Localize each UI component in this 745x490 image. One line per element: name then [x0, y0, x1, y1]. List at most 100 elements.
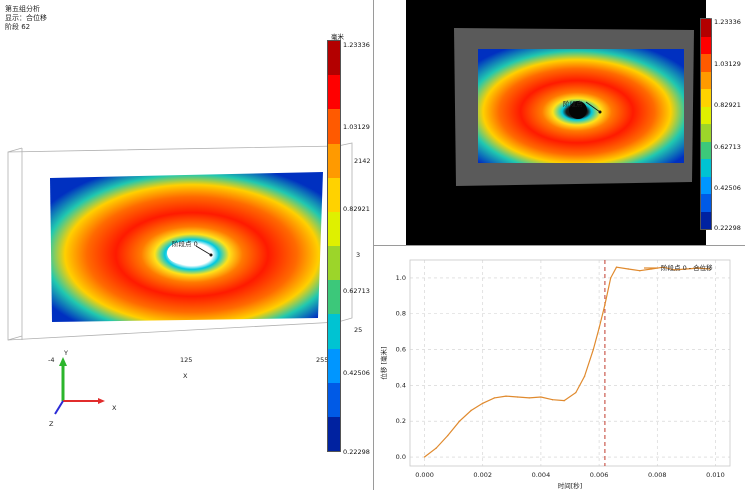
triad-z-label: Z [49, 420, 54, 428]
y-tick-label: 0.6 [396, 346, 406, 354]
colorbar-swatch [328, 382, 340, 417]
colorbar-tick-6: 0.22298 [343, 448, 370, 456]
data-point [470, 409, 472, 412]
data-point [662, 266, 664, 268]
colorbar-left [327, 40, 341, 452]
x-tick-mid: 125 [180, 356, 192, 364]
pane-divider-vertical[interactable] [373, 0, 374, 490]
data-point [563, 399, 565, 402]
colorbar-tick-2: 1.03129 [343, 123, 370, 131]
colorbar-swatch [701, 124, 711, 142]
data-point [540, 396, 542, 398]
data-point [516, 396, 519, 398]
data-point [610, 277, 612, 279]
colorbar-swatch [701, 106, 711, 124]
colorbar-swatch [328, 348, 340, 383]
data-point [528, 397, 530, 399]
data-point [592, 348, 594, 351]
specimen-hole [167, 242, 197, 264]
data-point [674, 269, 676, 271]
x-tick-min: -4 [48, 356, 54, 364]
camera-point-marker[interactable] [598, 110, 602, 114]
pane-divider-horizontal[interactable] [374, 245, 745, 246]
y-tick-label: 0.4 [396, 381, 406, 389]
colorbar-swatch [701, 141, 711, 159]
3d-contour-view[interactable]: 第五组分析 显示：合位移 阶段 62 [0, 0, 374, 490]
colorbar-swatch [328, 416, 340, 452]
axis-triad[interactable]: Y X Z [49, 349, 117, 428]
data-point [447, 434, 449, 437]
colorbar-right-tick-5: 0.42506 [714, 184, 741, 192]
data-point [458, 420, 461, 422]
y-tick-label: 0.2 [396, 417, 406, 425]
colorbar-tick-3: 0.82921 [343, 205, 370, 213]
data-point [423, 456, 426, 458]
stage-point-marker[interactable] [209, 253, 213, 257]
stage-label: 阶段 62 [5, 23, 31, 31]
x-axis-label: 时间[秒] [558, 481, 583, 490]
data-point [708, 268, 711, 270]
data-point [435, 447, 437, 449]
data-point [697, 267, 699, 269]
colorbar-swatch [701, 159, 711, 177]
colorbar-swatch [701, 71, 711, 89]
y-tick-label: 0.8 [396, 310, 406, 318]
analysis-title: 第五组分析 [5, 5, 40, 13]
edge-label-3: 25 [354, 326, 362, 334]
triad-y-label: Y [63, 349, 68, 357]
camera-point-label: 阶段点 [563, 99, 583, 108]
data-point [493, 397, 496, 399]
x-tick-label: 0.008 [648, 471, 667, 479]
data-point [551, 399, 554, 401]
y-axis-label: 位移 [毫米] [379, 346, 388, 379]
y-tick-label: 0.0 [396, 453, 406, 461]
colorbar-right-tick-4: 0.62713 [714, 143, 741, 151]
display-mode-label: 显示：合位移 [5, 14, 47, 22]
colorbar-swatch [328, 177, 340, 212]
y-tick-label: 1.0 [396, 274, 406, 282]
colorbar-swatch [328, 246, 340, 281]
colorbar-right-tick-2: 1.03129 [714, 60, 741, 68]
x-tick-max: 255 [316, 356, 328, 364]
x-axis-title: X [183, 372, 188, 380]
colorbar-swatch [328, 41, 340, 76]
data-point [598, 327, 600, 329]
x-tick-label: 0.004 [532, 471, 551, 479]
plot-area[interactable] [409, 259, 731, 467]
colorbar-swatch [701, 194, 711, 212]
data-point [627, 268, 629, 270]
colorbar-tick-4: 0.62713 [343, 287, 370, 295]
colorbar-swatch [701, 89, 711, 107]
point-leader-line [195, 245, 212, 256]
colorbar-unit: 毫米 [331, 33, 344, 41]
camera-image-view[interactable]: 阶段点 毫米 1.23336 1.03129 0.82921 0.62713 0… [374, 0, 745, 246]
x-tick-label: 0.000 [415, 471, 434, 479]
colorbar-right-unit: 毫米 [710, 12, 723, 20]
displacement-time-chart[interactable]: 0.000 0.002 0.004 0.006 0.008 0.010 0.0 0.2 0.4 0… [374, 246, 745, 490]
x-tick-label: 0.006 [590, 471, 609, 479]
3d-scene[interactable]: 阶段点 0 -4 125 255 X 2142 3 25 Y X Z [0, 0, 374, 490]
colorbar-tick-1: 1.23336 [343, 41, 370, 49]
colorbar-swatch [701, 54, 711, 72]
colorbar-right-tick-6: 0.22298 [714, 224, 741, 232]
data-point [482, 402, 484, 405]
colorbar-swatch [701, 19, 711, 37]
colorbar-swatch [328, 75, 340, 110]
x-tick-label: 0.002 [473, 471, 492, 479]
triad-x-label: X [112, 404, 117, 412]
camera-scene[interactable]: 阶段点 [374, 0, 745, 246]
data-point [575, 391, 577, 394]
colorbar-swatch [328, 211, 340, 247]
colorbar-right-tick-3: 0.82921 [714, 101, 741, 109]
colorbar-tick-5: 0.42506 [343, 369, 370, 377]
colorbar-swatch [328, 109, 340, 144]
data-point [505, 395, 507, 397]
data-point [604, 304, 606, 306]
data-point [650, 268, 653, 270]
stage-point-label: 阶段点 0 [172, 239, 198, 248]
camera-point-leader [585, 101, 601, 113]
colorbar-swatch [328, 143, 340, 178]
colorbar-swatch [701, 211, 711, 229]
chart-svg[interactable]: 0.000 0.002 0.004 0.006 0.008 0.010 0.0 0.2 0.4 0… [374, 246, 745, 490]
data-point [583, 375, 586, 378]
